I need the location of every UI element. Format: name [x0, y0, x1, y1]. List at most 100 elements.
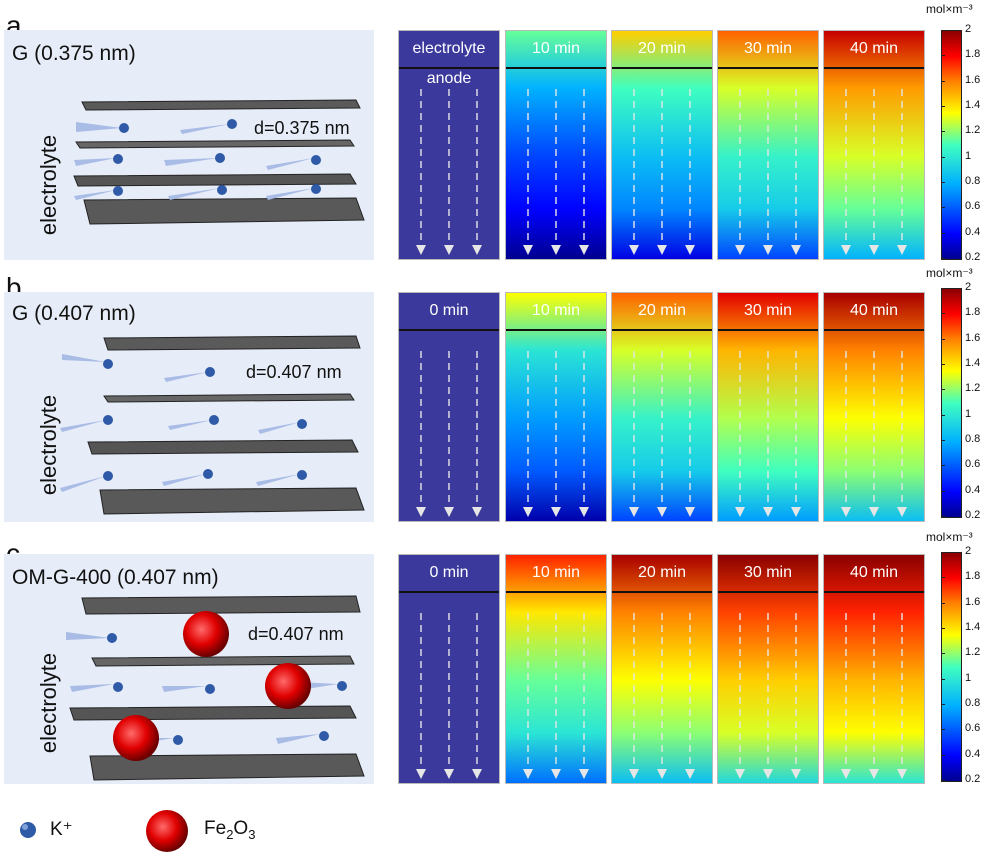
colorbar-tick-mark [941, 288, 945, 289]
colorbar-tick-label: 1.2 [965, 646, 981, 659]
colorbar-tick-mark [941, 628, 945, 629]
colorbar-tick-label: 1.8 [965, 306, 981, 319]
colorbar-tick-mark [941, 30, 945, 31]
colorbar-tick-mark [941, 389, 945, 391]
colorbar-c [941, 552, 962, 782]
colorbar-tick-label: 1.2 [965, 382, 981, 395]
frame-label-b-4: 30 min [743, 302, 793, 319]
interface-line [506, 67, 606, 69]
colorbar-tick-label: 0.2 [965, 509, 981, 521]
colorbar-tick-label: 0.2 [965, 773, 981, 785]
diffusion-arrows [629, 613, 695, 779]
legend-k-label: K⁺ [50, 819, 73, 840]
colorbar-tick-mark [941, 516, 945, 517]
interface-line [824, 329, 924, 331]
interface-line [718, 329, 818, 331]
colorbar-tick-label: 0.4 [965, 747, 981, 760]
diffusion-arrow-head [735, 245, 745, 255]
colorbar-tick-label: 2 [965, 545, 972, 557]
concentration-frame-b-4: 30 min [717, 292, 819, 522]
diffusion-arrows [735, 351, 801, 517]
frame-label-c-3: 20 min [637, 564, 687, 581]
frame-label-b-5: 40 min [849, 302, 899, 319]
schematic-title-c: OM-G-400 (0.407 nm) [12, 566, 219, 589]
diffusion-arrow-head [791, 769, 801, 779]
colorbar-tick-mark [941, 704, 945, 705]
concentration-frame-a-4: 30 min [717, 30, 819, 260]
colorbar-tick-label: 1.6 [965, 331, 981, 344]
colorbar-tick-mark [941, 80, 945, 82]
colorbar-tick-mark [941, 780, 945, 781]
frame-label-b-3: 20 min [637, 302, 687, 319]
diffusion-arrow-head [869, 507, 879, 517]
concentration-frame-c-3: 20 min [611, 554, 713, 784]
interface-line [612, 591, 712, 593]
diffusion-arrows [416, 351, 482, 517]
colorbar-a [941, 30, 962, 260]
diffusion-arrows [629, 89, 695, 255]
fe-sub-2: 2 [226, 826, 234, 842]
diffusion-arrow-head [472, 507, 482, 517]
concentration-frame-a-3: 20 min [611, 30, 713, 260]
frame-label-a-4: 30 min [743, 40, 793, 57]
colorbar-unit-a: mol×m⁻³ [926, 2, 973, 16]
colorbar-b [941, 288, 962, 518]
diffusion-arrow-head [444, 245, 454, 255]
diffusion-arrow-head [551, 769, 561, 779]
diffusion-arrow-head [869, 245, 879, 255]
diffusion-arrow-head [523, 769, 533, 779]
colorbar-tick-mark [941, 106, 945, 107]
distance-label-c: d=0.407 nm [248, 624, 344, 644]
diffusion-arrow-head [472, 245, 482, 255]
interface-line [612, 67, 712, 69]
interface-line [612, 329, 712, 331]
diffusion-arrow-head [735, 507, 745, 517]
concentration-frame-a-1: electrolyte anode [398, 30, 500, 260]
diffusion-arrow-head [763, 245, 773, 255]
graphene-schematic-b [60, 335, 365, 515]
colorbar-tick-label: 0.8 [965, 175, 981, 187]
colorbar-tick-mark [941, 754, 945, 756]
diffusion-arrow-head [416, 245, 426, 255]
graphene-layer [87, 335, 365, 515]
diffusion-arrow-head [791, 245, 801, 255]
diffusion-arrows [841, 351, 907, 517]
fe2o3-particles [113, 611, 311, 761]
interface-line [718, 67, 818, 69]
fe2o3-icon [146, 810, 188, 852]
colorbar-tick-label: 0.4 [965, 483, 981, 496]
o-sub-3: 3 [248, 826, 256, 842]
colorbar-tick-mark [941, 577, 945, 579]
diffusion-arrow-head [579, 245, 589, 255]
colorbar-tick-mark [941, 653, 945, 655]
legend-fe2o3-label: Fe2O3 [204, 818, 255, 842]
colorbar-tick-label: 2 [965, 281, 972, 293]
diffusion-arrow-head [869, 769, 879, 779]
concentration-frame-c-4: 30 min [717, 554, 819, 784]
frame-label-c-4: 30 min [743, 564, 793, 581]
colorbar-tick-mark [941, 232, 945, 234]
colorbar-tick-label: 1.6 [965, 73, 981, 86]
schematic-box-c: OM-G-400 (0.407 nm) electrolyte d=0.407 … [4, 554, 374, 784]
colorbar-tick-label: 1.4 [965, 621, 981, 633]
diffusion-arrow-head [629, 507, 639, 517]
graphene-schematic-c [66, 595, 365, 781]
colorbar-tick-mark [941, 729, 945, 731]
frame-label-a-1: electrolyte [412, 40, 486, 57]
colorbar-tick-mark [941, 258, 945, 259]
frame-label-b-2: 10 min [531, 302, 581, 319]
diffusion-arrow-head [763, 769, 773, 779]
diffusion-arrow-head [841, 507, 851, 517]
colorbar-tick-mark [941, 156, 945, 158]
colorbar-tick-label: 1.4 [965, 357, 981, 369]
interface-line [399, 591, 499, 593]
diffusion-arrow-head [735, 769, 745, 779]
concentration-frame-b-3: 20 min [611, 292, 713, 522]
distance-label-a: d=0.375 nm [254, 118, 350, 138]
diffusion-arrows [523, 613, 589, 779]
frame-label-c-1: 0 min [429, 564, 469, 581]
concentration-frame-b-1: 0 min [398, 292, 500, 522]
colorbar-tick-label: 0.4 [965, 225, 981, 238]
colorbar-tick-label: 0.6 [965, 458, 981, 471]
colorbar-tick-label: 2 [965, 23, 972, 35]
